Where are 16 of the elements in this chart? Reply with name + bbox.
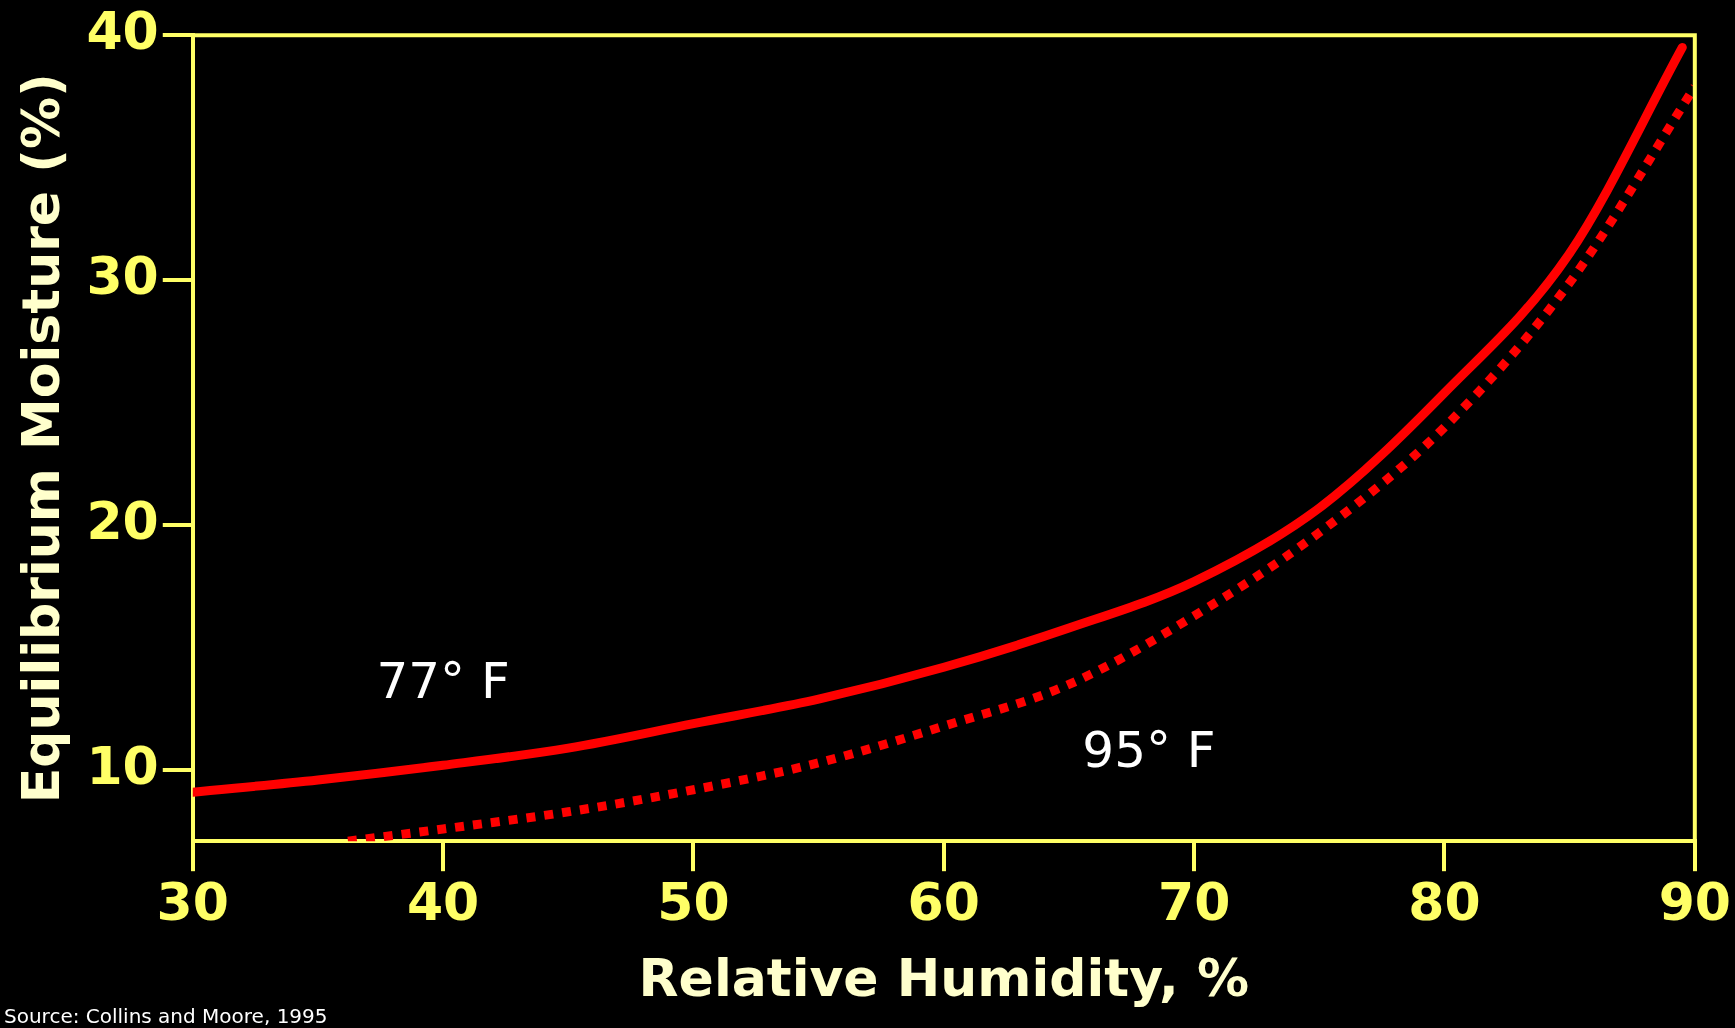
x-tick-label: 50 — [657, 871, 730, 932]
x-tick-label: 60 — [907, 871, 980, 932]
y-tick-label: 10 — [86, 735, 159, 796]
x-tick-label: 40 — [406, 871, 480, 932]
x-tick-label: 70 — [1157, 871, 1231, 932]
series-label: 95° F — [1082, 721, 1216, 780]
y-tick-label: 40 — [86, 0, 159, 61]
source-note: Source: Collins and Moore, 1995 — [4, 1004, 328, 1028]
x-tick-label: 90 — [1658, 871, 1732, 932]
x-tick-label: 30 — [156, 871, 229, 932]
y-tick-label: 30 — [86, 245, 159, 306]
x-tick-label: 80 — [1408, 871, 1481, 932]
series-label: 77° F — [376, 652, 510, 711]
y-axis-title: Equilibrium Moisture (%) — [10, 73, 71, 804]
x-axis-title: Relative Humidity, % — [638, 948, 1250, 1009]
y-tick-label: 20 — [86, 490, 159, 551]
